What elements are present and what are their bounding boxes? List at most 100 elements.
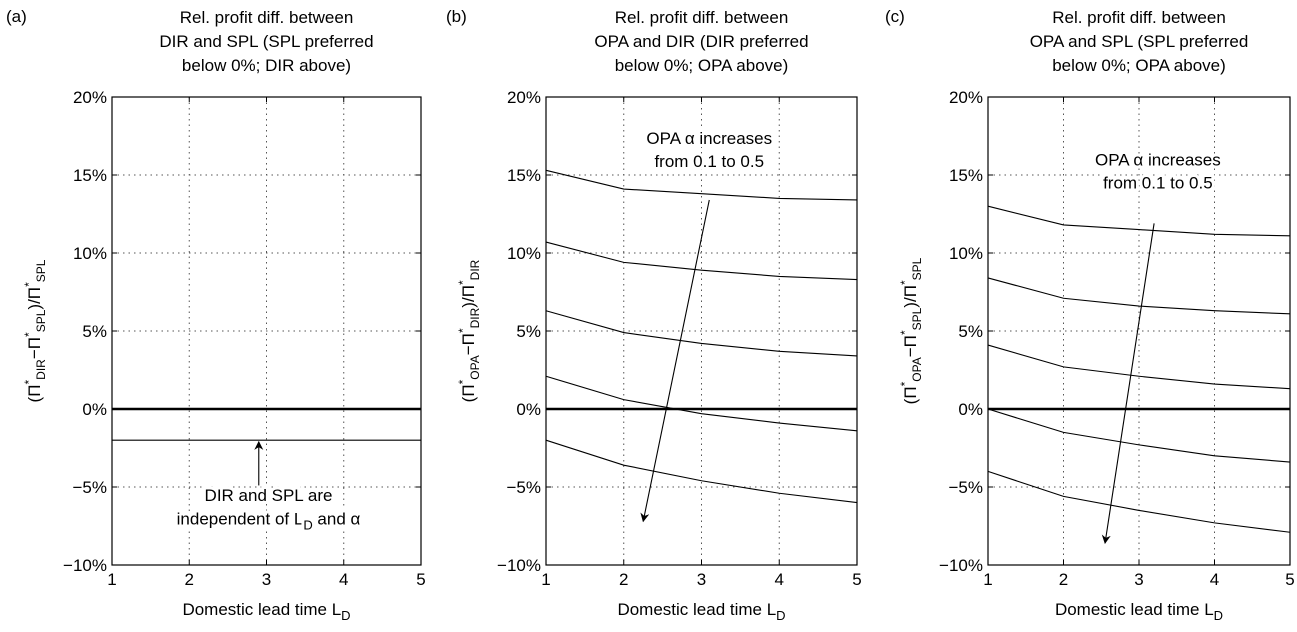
- y-label-part: (Π: [459, 384, 478, 402]
- y-label-part: )/Π: [459, 285, 478, 308]
- plot-frame: [545, 96, 858, 566]
- y-tick-label: 5%: [82, 322, 107, 341]
- y-label-sup: *: [456, 280, 470, 285]
- y-tick-label: 15%: [949, 166, 983, 185]
- annotation-text: from 0.1 to 0.5: [1103, 174, 1213, 193]
- series-line-5: [545, 439, 858, 504]
- series-line-5: [987, 470, 1291, 533]
- series-line-3: [987, 344, 1291, 390]
- chart-title-line: Rel. profit diff. between: [1052, 8, 1226, 27]
- y-tick-label: −5%: [507, 478, 542, 497]
- chart-title-line: Rel. profit diff. between: [615, 8, 789, 27]
- y-label-sub: OPA: [468, 355, 482, 379]
- x-axis-label-sub: D: [1214, 608, 1223, 623]
- x-axis-label: Domestic lead time LD: [617, 600, 785, 623]
- annotation-text: OPA α increases: [646, 129, 772, 148]
- y-label-sup: *: [456, 328, 470, 333]
- y-tick-label: −10%: [497, 556, 541, 575]
- y-label-part: (Π: [901, 386, 920, 404]
- chart-panel-2: (b) Rel. profit diff. between OPA and DIR …: [446, 7, 862, 623]
- plot-frame: [987, 96, 1291, 566]
- x-tick-label: 2: [619, 570, 628, 589]
- y-label-sub: DIR: [468, 307, 482, 328]
- y-tick-label: −10%: [939, 556, 983, 575]
- y-tick-label: 0%: [516, 400, 541, 419]
- y-tick-label: 5%: [958, 322, 983, 341]
- y-label-sup: *: [22, 380, 36, 385]
- y-label-sub: SPL: [34, 309, 48, 332]
- annotation-text-part: and α: [313, 509, 361, 528]
- y-label-part: (Π: [25, 385, 44, 403]
- y-tick-label: 0%: [958, 400, 983, 419]
- chart-title-line: OPA and SPL (SPL preferred: [1030, 32, 1249, 51]
- series-line-4: [545, 375, 858, 432]
- x-tick-label: 4: [775, 570, 784, 589]
- y-label-sup: *: [456, 379, 470, 384]
- series-line-2: [987, 277, 1291, 315]
- x-tick-label: 1: [541, 570, 550, 589]
- annotation-text: from 0.1 to 0.5: [654, 152, 764, 171]
- y-tick-label: 5%: [516, 322, 541, 341]
- y-label-part: −Π: [25, 337, 44, 359]
- plot-frame: [111, 96, 422, 566]
- x-tick-label: 2: [1059, 570, 1068, 589]
- y-axis-label: (Π*DIR−Π*SPL)/Π*SPL: [22, 259, 48, 402]
- annotation-text: DIR and SPL are: [205, 486, 333, 505]
- annotation-text-part: independent of L: [177, 509, 304, 528]
- annotation-text: independent of LD and α: [177, 509, 361, 532]
- y-label-sup: *: [898, 280, 912, 285]
- x-axis-label-sub: D: [776, 608, 785, 623]
- y-tick-label: 20%: [507, 88, 541, 107]
- y-axis-label: (Π*OPA−Π*SPL)/Π*SPL: [898, 257, 924, 404]
- y-label-part: )/Π: [25, 287, 44, 310]
- panel-label: (c): [885, 7, 905, 26]
- chart-panel-1: (a) Rel. profit diff. between DIR and SPL …: [6, 7, 426, 623]
- y-label-sup: *: [22, 282, 36, 287]
- x-tick-label: 4: [1210, 570, 1219, 589]
- y-tick-label: 10%: [73, 244, 107, 263]
- x-axis-label: Domestic lead time LD: [182, 600, 350, 623]
- x-tick-label: 5: [852, 570, 861, 589]
- x-tick-label: 3: [262, 570, 271, 589]
- y-label-sup: *: [898, 381, 912, 386]
- x-axis-label-sub: D: [341, 608, 350, 623]
- y-label-sup: *: [22, 332, 36, 337]
- x-tick-label: 3: [697, 570, 706, 589]
- series-line-1: [987, 205, 1291, 237]
- chart-title-line: below 0%; OPA above): [615, 56, 789, 75]
- y-tick-label: 15%: [507, 166, 541, 185]
- y-tick-label: 15%: [73, 166, 107, 185]
- series-line-3: [545, 310, 858, 357]
- chart-title-line: OPA and DIR (DIR preferred: [594, 32, 808, 51]
- x-tick-label: 2: [185, 570, 194, 589]
- y-label-sub: DIR: [468, 259, 482, 280]
- series-line-1: [545, 169, 858, 201]
- annotation-text: OPA α increases: [1095, 151, 1221, 170]
- y-tick-label: 20%: [949, 88, 983, 107]
- x-axis-label-text: Domestic lead time L: [182, 600, 341, 619]
- y-tick-label: −5%: [73, 478, 108, 497]
- x-tick-label: 5: [416, 570, 425, 589]
- x-axis-label-text: Domestic lead time L: [617, 600, 776, 619]
- y-axis-label: (Π*OPA−Π*DIR)/Π*DIR: [456, 259, 482, 402]
- x-tick-label: 1: [983, 570, 992, 589]
- annotation-text-sub: D: [303, 517, 312, 532]
- y-tick-label: −10%: [63, 556, 107, 575]
- chart-panel-3: (c) Rel. profit diff. between OPA and SPL …: [885, 7, 1295, 623]
- x-axis-label-text: Domestic lead time L: [1055, 600, 1214, 619]
- x-tick-label: 5: [1285, 570, 1294, 589]
- y-tick-label: 0%: [82, 400, 107, 419]
- series-line-4: [987, 408, 1291, 463]
- panel-label: (b): [446, 7, 467, 26]
- y-label-sub: OPA: [910, 357, 924, 381]
- x-tick-label: 4: [339, 570, 348, 589]
- y-label-sup: *: [898, 330, 912, 335]
- x-axis-label: Domestic lead time LD: [1055, 600, 1223, 623]
- y-label-sub: SPL: [910, 257, 924, 280]
- x-tick-label: 1: [107, 570, 116, 589]
- y-label-part: −Π: [901, 335, 920, 357]
- y-tick-label: 10%: [949, 244, 983, 263]
- y-tick-label: −5%: [949, 478, 984, 497]
- y-tick-label: 20%: [73, 88, 107, 107]
